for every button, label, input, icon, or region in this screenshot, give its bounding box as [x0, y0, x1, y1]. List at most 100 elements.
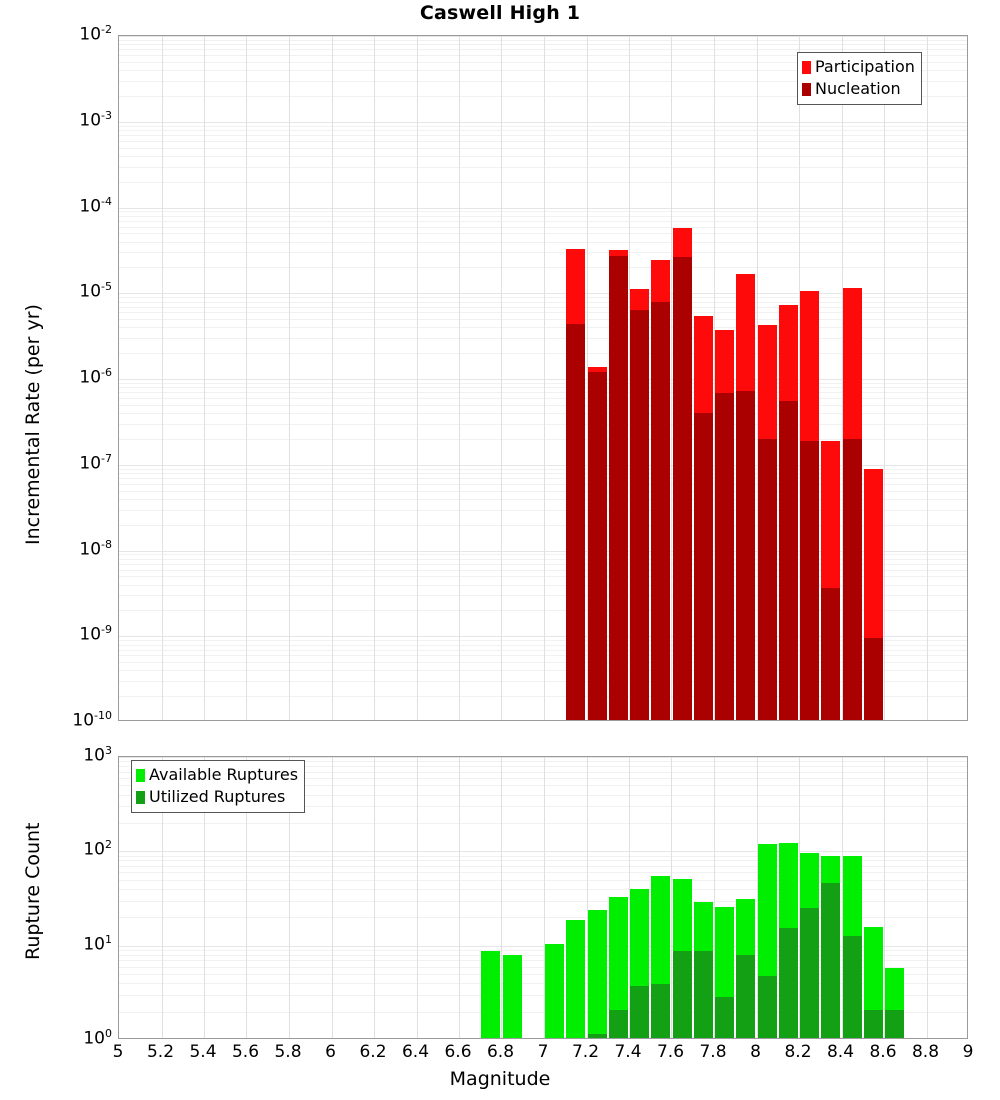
x-tick-label: 8.6: [869, 1042, 897, 1062]
bar-incremental-rate: [608, 36, 628, 720]
y-tick-label: 10-3: [79, 108, 112, 131]
legend-item-available-ruptures: Available Ruptures: [136, 764, 298, 786]
x-tick-label: 6.8: [486, 1042, 515, 1062]
bar-rupture-count: [608, 757, 628, 1038]
bar-segment-available-ruptures: [587, 909, 607, 1038]
legend-item-utilized-ruptures: Utilized Ruptures: [136, 786, 298, 808]
bar-incremental-rate: [821, 36, 841, 720]
incremental-rate-plot: [118, 35, 968, 721]
x-tick-label: 5: [112, 1042, 124, 1062]
bar-incremental-rate: [800, 36, 820, 720]
bar-segment-nucleation: [757, 438, 777, 720]
bar-segment-utilized-ruptures: [587, 1034, 607, 1038]
bar-segment-nucleation: [566, 323, 586, 720]
bar-segment-nucleation: [587, 371, 607, 720]
bar-incremental-rate: [630, 36, 650, 720]
bar-rupture-count: [736, 757, 756, 1038]
bar-rupture-count: [566, 757, 586, 1038]
legend-label-utilized-ruptures: Utilized Ruptures: [149, 787, 286, 806]
bar-incremental-rate: [566, 36, 586, 720]
bar-incremental-rate: [651, 36, 671, 720]
bar-segment-utilized-ruptures: [778, 928, 798, 1038]
x-tick-label: 8: [750, 1042, 761, 1062]
legend-incremental-rate: Participation Nucleation: [797, 52, 922, 105]
legend-swatch-participation: [802, 60, 811, 74]
bar-segment-utilized-ruptures: [693, 950, 713, 1038]
bar-incremental-rate: [778, 36, 798, 720]
legend-swatch-utilized-ruptures: [136, 790, 145, 804]
bar-group-incremental-rate: [119, 36, 967, 720]
bar-rupture-count: [545, 757, 565, 1038]
x-tick-label: 6.4: [401, 1042, 430, 1062]
bar-segment-nucleation: [630, 310, 650, 720]
y-tick-label: 10-2: [79, 23, 112, 45]
bar-segment-utilized-ruptures: [715, 997, 735, 1038]
plot-gridlines-top: [119, 36, 967, 720]
x-tick-label: 8.8: [911, 1042, 940, 1062]
bar-segment-utilized-ruptures: [863, 1009, 883, 1038]
y-tick-label: 10-4: [79, 194, 112, 217]
x-tick-label: 7.6: [656, 1042, 685, 1062]
x-tick-label: 8.4: [826, 1042, 855, 1062]
y-tick-label: 10-10: [72, 709, 112, 731]
legend-item-nucleation: Nucleation: [802, 78, 915, 100]
y-tick-label: 10-5: [79, 280, 112, 302]
bar-segment-nucleation: [715, 393, 735, 720]
bar-segment-nucleation: [651, 301, 671, 720]
bar-rupture-count: [863, 757, 883, 1038]
y-tick-label: 10-6: [79, 366, 112, 388]
bar-segment-nucleation: [800, 440, 820, 720]
bar-incremental-rate: [587, 36, 607, 720]
bar-segment-available-ruptures: [608, 897, 628, 1038]
bar-rupture-count: [630, 757, 650, 1038]
bar-segment-utilized-ruptures: [736, 955, 756, 1038]
bar-segment-available-ruptures: [502, 955, 522, 1038]
x-tick-label: 5.4: [189, 1042, 217, 1062]
bar-segment-utilized-ruptures: [630, 985, 650, 1038]
x-tick-label: 7.2: [571, 1042, 600, 1062]
bar-rupture-count: [502, 757, 522, 1038]
bar-rupture-count: [672, 757, 692, 1038]
bar-segment-utilized-ruptures: [842, 936, 862, 1038]
legend-label-available-ruptures: Available Ruptures: [149, 765, 299, 784]
bar-incremental-rate: [672, 36, 692, 720]
bar-segment-nucleation: [863, 638, 883, 720]
bar-segment-available-ruptures: [481, 951, 501, 1038]
x-tick-label: 8.2: [784, 1042, 812, 1062]
bar-rupture-count: [842, 757, 862, 1038]
y-tick-label: 103: [83, 744, 112, 766]
bar-segment-utilized-ruptures: [651, 984, 671, 1038]
x-tick-label: 5.6: [231, 1042, 260, 1062]
bar-group-rupture-count: [119, 757, 967, 1038]
x-tick-label: 5.8: [274, 1042, 302, 1062]
bar-incremental-rate: [715, 36, 735, 720]
bar-segment-utilized-ruptures: [821, 882, 841, 1038]
bar-segment-nucleation: [693, 413, 713, 720]
bar-segment-utilized-ruptures: [885, 1009, 905, 1038]
bar-rupture-count: [481, 757, 501, 1038]
legend-label-nucleation: Nucleation: [815, 79, 901, 98]
bar-incremental-rate: [693, 36, 713, 720]
bar-rupture-count: [587, 757, 607, 1038]
bar-segment-nucleation: [736, 391, 756, 720]
x-tick-label: 7.8: [699, 1042, 727, 1062]
x-tick-label: 5.2: [146, 1042, 175, 1062]
y-tick-label: 102: [83, 838, 112, 860]
bar-rupture-count: [693, 757, 713, 1038]
y-tick-label: 100: [83, 1027, 112, 1049]
bar-segment-utilized-ruptures: [672, 950, 692, 1038]
bar-incremental-rate: [863, 36, 883, 720]
y-tick-label: 101: [83, 932, 112, 955]
x-tick-label: 7: [537, 1042, 549, 1062]
bar-segment-available-ruptures: [545, 943, 565, 1038]
bar-rupture-count: [757, 757, 777, 1038]
x-tick-label: 6.6: [444, 1042, 472, 1062]
bar-segment-available-ruptures: [566, 919, 586, 1038]
y-tick-label: 10-7: [79, 451, 112, 474]
bar-segment-nucleation: [842, 438, 862, 720]
y-tick-label: 10-8: [79, 537, 112, 560]
x-tick-label: 6: [325, 1042, 336, 1062]
legend-label-participation: Participation: [815, 57, 915, 76]
bar-rupture-count: [651, 757, 671, 1038]
